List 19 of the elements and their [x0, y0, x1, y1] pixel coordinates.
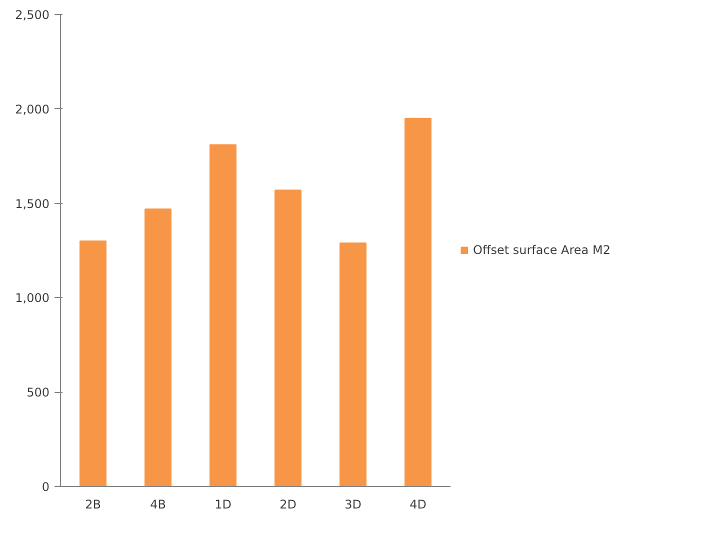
bar	[340, 242, 366, 486]
x-tick-label: 4D	[410, 498, 426, 512]
y-tick-label: 1,000	[15, 291, 50, 306]
bar	[274, 190, 302, 486]
bar	[210, 144, 236, 486]
y-tick-label: 500	[26, 386, 50, 400]
bar	[80, 240, 106, 486]
y-tick-label: 0	[42, 480, 50, 494]
x-tick-label: 3D	[344, 498, 362, 512]
bar	[144, 208, 172, 486]
x-tick-label: 1D	[214, 498, 232, 512]
bar	[404, 118, 432, 486]
y-tick-label: 1,500	[15, 196, 50, 211]
legend-label: Offset surface Area M2	[473, 243, 610, 257]
x-tick-label: 2B	[85, 498, 101, 512]
x-tick-label: 2D	[280, 498, 296, 512]
y-tick-label: 2,000	[15, 102, 50, 116]
y-tick-label: 2,500	[15, 8, 50, 22]
x-tick-label: 4B	[150, 498, 166, 512]
